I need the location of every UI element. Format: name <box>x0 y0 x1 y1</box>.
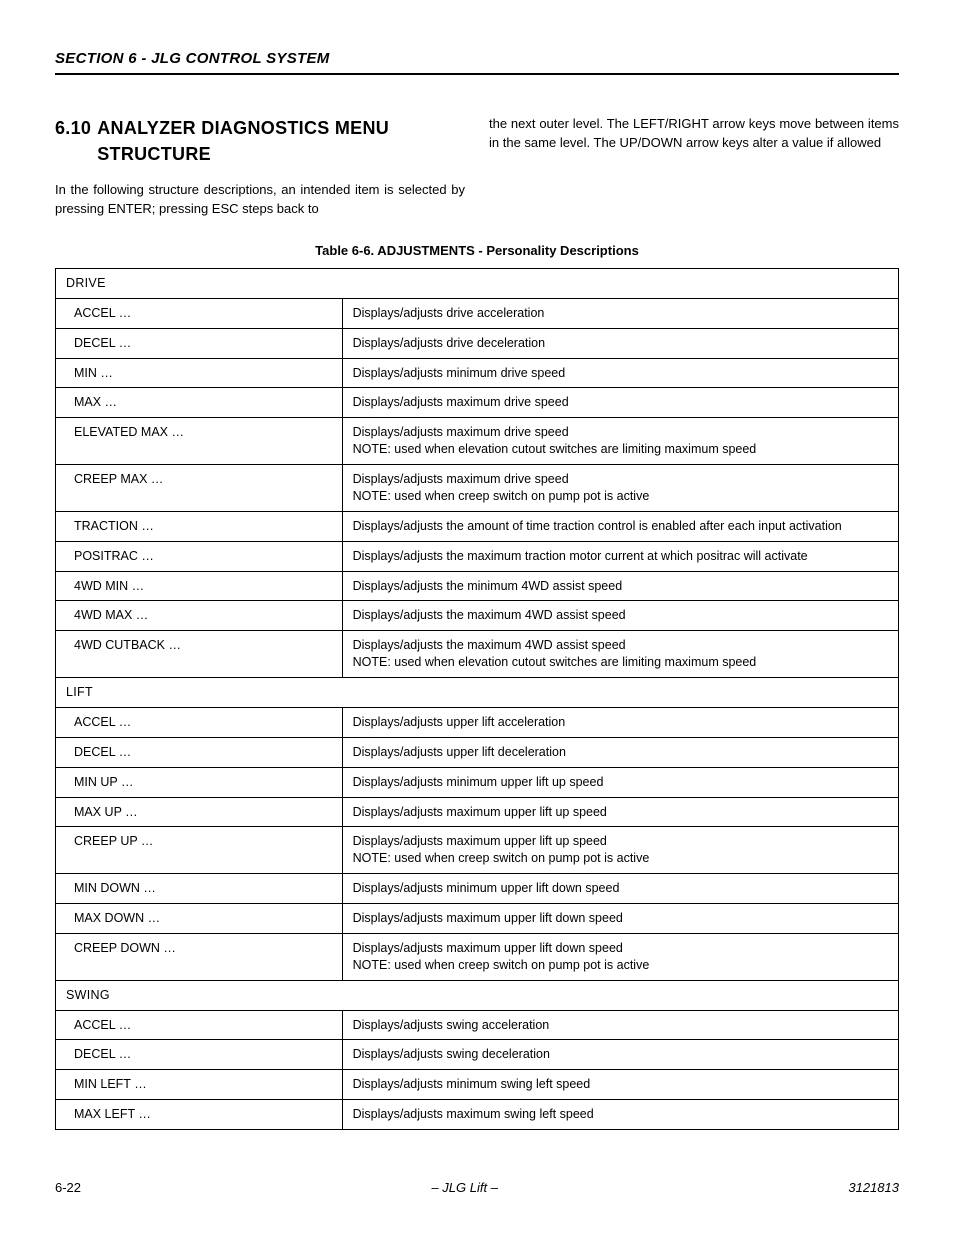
desc-cell: Displays/adjusts minimum drive speed <box>342 358 898 388</box>
param-cell: DECEL … <box>56 737 343 767</box>
table-group-header: LIFT <box>56 678 899 708</box>
param-cell: MAX … <box>56 388 343 418</box>
desc-cell: Displays/adjusts the amount of time trac… <box>342 511 898 541</box>
table-group-header: DRIVE <box>56 268 899 298</box>
table-row: MAX …Displays/adjusts maximum drive spee… <box>56 388 899 418</box>
heading-number: 6.10 <box>55 115 91 167</box>
intro-columns: 6.10 ANALYZER DIAGNOSTICS MENU STRUCTURE… <box>55 115 899 219</box>
param-cell: MAX LEFT … <box>56 1100 343 1130</box>
desc-cell: Displays/adjusts swing acceleration <box>342 1010 898 1040</box>
desc-cell: Displays/adjusts the maximum 4WD assist … <box>342 601 898 631</box>
param-cell: TRACTION … <box>56 511 343 541</box>
param-cell: ACCEL … <box>56 707 343 737</box>
table-row: DECEL …Displays/adjusts drive decelerati… <box>56 328 899 358</box>
section-heading: 6.10 ANALYZER DIAGNOSTICS MENU STRUCTURE <box>55 115 465 167</box>
desc-cell: Displays/adjusts maximum drive speed <box>342 388 898 418</box>
param-cell: MIN UP … <box>56 767 343 797</box>
table-row: MAX DOWN …Displays/adjusts maximum upper… <box>56 904 899 934</box>
table-row: MAX LEFT …Displays/adjusts maximum swing… <box>56 1100 899 1130</box>
table-row: CREEP UP …Displays/adjusts maximum upper… <box>56 827 899 874</box>
param-cell: POSITRAC … <box>56 541 343 571</box>
param-cell: 4WD MAX … <box>56 601 343 631</box>
param-cell: 4WD CUTBACK … <box>56 631 343 678</box>
param-cell: CREEP DOWN … <box>56 933 343 980</box>
header-rule <box>55 73 899 75</box>
param-cell: MIN LEFT … <box>56 1070 343 1100</box>
table-group-header: SWING <box>56 980 899 1010</box>
desc-cell: Displays/adjusts drive deceleration <box>342 328 898 358</box>
param-cell: MIN … <box>56 358 343 388</box>
desc-cell: Displays/adjusts the minimum 4WD assist … <box>342 571 898 601</box>
param-cell: 4WD MIN … <box>56 571 343 601</box>
table-row: CREEP DOWN …Displays/adjusts maximum upp… <box>56 933 899 980</box>
footer-center-text: – JLG Lift – <box>431 1180 497 1195</box>
table-row: MIN UP …Displays/adjusts minimum upper l… <box>56 767 899 797</box>
desc-cell: Displays/adjusts upper lift acceleration <box>342 707 898 737</box>
table-row: ACCEL …Displays/adjusts drive accelerati… <box>56 298 899 328</box>
heading-title: ANALYZER DIAGNOSTICS MENU STRUCTURE <box>97 115 465 167</box>
intro-left-column: 6.10 ANALYZER DIAGNOSTICS MENU STRUCTURE… <box>55 115 465 219</box>
table-row: ELEVATED MAX …Displays/adjusts maximum d… <box>56 418 899 465</box>
table-row: 4WD MAX …Displays/adjusts the maximum 4W… <box>56 601 899 631</box>
desc-cell: Displays/adjusts upper lift deceleration <box>342 737 898 767</box>
table-row: MIN DOWN …Displays/adjusts minimum upper… <box>56 874 899 904</box>
table-row: DECEL …Displays/adjusts swing decelerati… <box>56 1040 899 1070</box>
table-row: ACCEL …Displays/adjusts swing accelerati… <box>56 1010 899 1040</box>
desc-cell: Displays/adjusts maximum upper lift up s… <box>342 827 898 874</box>
param-cell: MAX DOWN … <box>56 904 343 934</box>
table-row: CREEP MAX …Displays/adjusts maximum driv… <box>56 465 899 512</box>
table-row: MIN LEFT …Displays/adjusts minimum swing… <box>56 1070 899 1100</box>
table-caption: Table 6-6. ADJUSTMENTS - Personality Des… <box>55 243 899 258</box>
desc-cell: Displays/adjusts minimum upper lift down… <box>342 874 898 904</box>
table-group-name: LIFT <box>56 678 899 708</box>
param-cell: CREEP UP … <box>56 827 343 874</box>
desc-cell: Displays/adjusts minimum upper lift up s… <box>342 767 898 797</box>
table-row: 4WD CUTBACK …Displays/adjusts the maximu… <box>56 631 899 678</box>
adjustments-table: DRIVEACCEL …Displays/adjusts drive accel… <box>55 268 899 1130</box>
desc-cell: Displays/adjusts maximum upper lift down… <box>342 933 898 980</box>
param-cell: DECEL … <box>56 328 343 358</box>
page-footer: 6-22 – JLG Lift – 3121813 <box>55 1150 899 1195</box>
desc-cell: Displays/adjusts the maximum traction mo… <box>342 541 898 571</box>
table-row: DECEL …Displays/adjusts upper lift decel… <box>56 737 899 767</box>
param-cell: ACCEL … <box>56 298 343 328</box>
desc-cell: Displays/adjusts minimum swing left spee… <box>342 1070 898 1100</box>
desc-cell: Displays/adjusts the maximum 4WD assist … <box>342 631 898 678</box>
param-cell: ACCEL … <box>56 1010 343 1040</box>
table-row: ACCEL …Displays/adjusts upper lift accel… <box>56 707 899 737</box>
desc-cell: Displays/adjusts maximum upper lift up s… <box>342 797 898 827</box>
table-row: MAX UP …Displays/adjusts maximum upper l… <box>56 797 899 827</box>
section-header: SECTION 6 - JLG CONTROL SYSTEM <box>55 50 899 67</box>
desc-cell: Displays/adjusts maximum swing left spee… <box>342 1100 898 1130</box>
desc-cell: Displays/adjusts swing deceleration <box>342 1040 898 1070</box>
table-group-name: SWING <box>56 980 899 1010</box>
table-row: MIN …Displays/adjusts minimum drive spee… <box>56 358 899 388</box>
table-row: POSITRAC …Displays/adjusts the maximum t… <box>56 541 899 571</box>
table-row: 4WD MIN …Displays/adjusts the minimum 4W… <box>56 571 899 601</box>
desc-cell: Displays/adjusts maximum drive speedNOTE… <box>342 465 898 512</box>
desc-cell: Displays/adjusts maximum upper lift down… <box>342 904 898 934</box>
desc-cell: Displays/adjusts drive acceleration <box>342 298 898 328</box>
intro-text-right: the next outer level. The LEFT/RIGHT arr… <box>489 115 899 153</box>
param-cell: MIN DOWN … <box>56 874 343 904</box>
param-cell: DECEL … <box>56 1040 343 1070</box>
intro-text-left: In the following structure descriptions,… <box>55 181 465 219</box>
desc-cell: Displays/adjusts maximum drive speedNOTE… <box>342 418 898 465</box>
param-cell: MAX UP … <box>56 797 343 827</box>
footer-page-number: 6-22 <box>55 1180 81 1195</box>
footer-doc-number: 3121813 <box>848 1180 899 1195</box>
param-cell: CREEP MAX … <box>56 465 343 512</box>
param-cell: ELEVATED MAX … <box>56 418 343 465</box>
intro-right-column: the next outer level. The LEFT/RIGHT arr… <box>489 115 899 219</box>
table-row: TRACTION …Displays/adjusts the amount of… <box>56 511 899 541</box>
table-group-name: DRIVE <box>56 268 899 298</box>
